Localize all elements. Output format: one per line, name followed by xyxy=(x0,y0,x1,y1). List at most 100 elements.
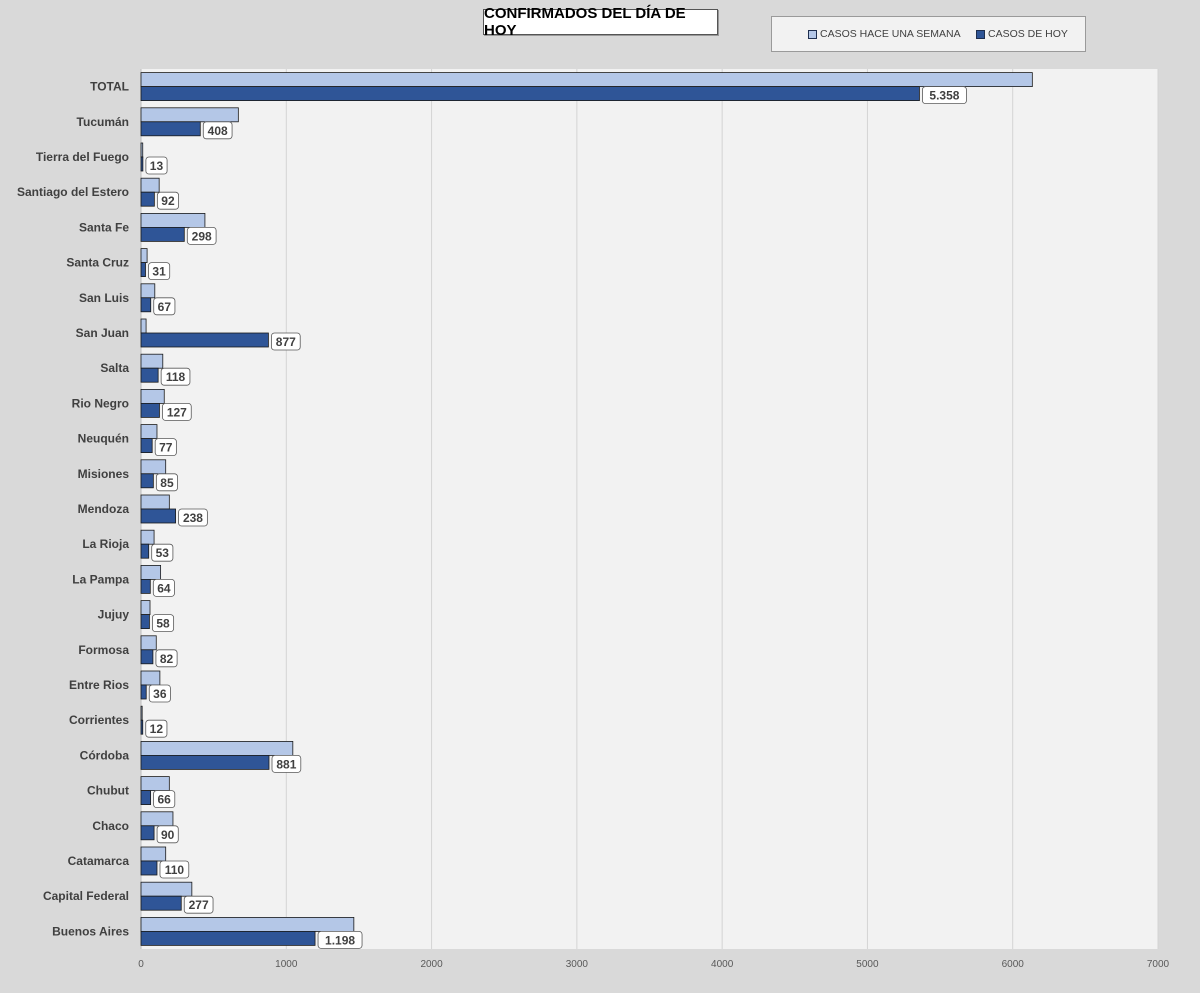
x-tick-label: 3000 xyxy=(566,959,589,970)
bar-today xyxy=(140,473,154,489)
bar-previous-week xyxy=(140,846,167,862)
bar-today xyxy=(140,508,176,524)
bar-previous-week xyxy=(140,741,294,756)
bar-previous-week xyxy=(140,494,170,510)
data-label: 298 xyxy=(192,229,212,243)
data-label-box xyxy=(317,931,363,949)
data-label-box xyxy=(152,614,175,632)
category-label: La Pampa xyxy=(72,572,129,586)
legend-swatch-previous-week xyxy=(808,29,817,39)
bar-previous-week xyxy=(140,705,143,721)
bar-previous-week xyxy=(140,177,160,193)
data-label-box xyxy=(183,895,214,914)
bar-today xyxy=(140,931,316,946)
category-label: Santa Fe xyxy=(79,220,129,234)
bar-previous-week xyxy=(140,388,165,404)
category-label: Tucumán xyxy=(77,115,129,129)
data-label: 110 xyxy=(165,863,185,877)
data-label: 82 xyxy=(160,652,174,666)
data-label-box xyxy=(148,684,171,703)
category-label: Chaco xyxy=(92,819,129,833)
bar-previous-week xyxy=(140,565,162,580)
bar-today xyxy=(140,825,155,841)
data-label: 53 xyxy=(156,546,170,560)
category-labels: TOTAL Tucumán Tierra del Fuego Santiago del… xyxy=(17,80,129,939)
legend-item-today: CASOS DE HOY xyxy=(976,27,1068,41)
bar-previous-week xyxy=(140,107,239,123)
bar-today xyxy=(140,579,151,594)
data-label-box xyxy=(271,332,301,351)
data-label: 77 xyxy=(159,441,173,455)
bar-today xyxy=(140,367,159,383)
bar-previous-week xyxy=(140,212,206,228)
data-label-box xyxy=(159,860,190,879)
category-label: Entre Rios xyxy=(69,678,129,692)
category-label: Capital Federal xyxy=(43,889,129,903)
x-tick-label: 7000 xyxy=(1147,959,1170,970)
bar-today xyxy=(140,226,185,242)
bars xyxy=(140,72,1033,946)
data-label: 67 xyxy=(158,300,172,314)
chart-legend: CASOS HACE UNA SEMANA CASOS DE HOY xyxy=(771,16,1086,52)
bar-today xyxy=(140,121,201,137)
bar-previous-week xyxy=(140,670,161,686)
data-label-box xyxy=(148,262,171,281)
data-label-box xyxy=(162,402,192,421)
bar-previous-week xyxy=(140,459,167,475)
bar-today xyxy=(140,332,269,348)
data-label-box xyxy=(922,86,967,104)
bar-previous-week xyxy=(140,776,170,791)
data-label-box xyxy=(156,825,179,844)
x-tick-labels: 0 1000 2000 3000 4000 5000 6000 7000 xyxy=(138,959,1169,970)
bar-previous-week xyxy=(140,353,164,369)
data-label-box xyxy=(145,156,168,175)
bar-today xyxy=(140,895,182,911)
legend-label-previous-week: CASOS HACE UNA SEMANA xyxy=(820,28,961,40)
bar-previous-week xyxy=(140,811,174,827)
data-label: 277 xyxy=(189,898,209,912)
bar-today xyxy=(140,790,151,805)
bar-today xyxy=(140,402,160,418)
bar-previous-week xyxy=(140,318,147,334)
data-label: 238 xyxy=(183,511,203,525)
category-label: Santa Cruz xyxy=(66,256,129,270)
data-label-box xyxy=(152,579,175,597)
chart-title: CONFIRMADOS DEL DÍA DE HOY xyxy=(483,5,718,39)
category-label: Salta xyxy=(100,361,129,375)
data-label: 1.198 xyxy=(325,933,355,947)
data-label: 5.358 xyxy=(929,89,959,103)
bar-today xyxy=(140,86,920,101)
category-label: Chubut xyxy=(87,784,129,798)
bar-previous-week xyxy=(140,600,151,615)
x-tick-label: 4000 xyxy=(711,959,734,970)
bar-today xyxy=(140,614,150,629)
data-label-box xyxy=(155,649,178,668)
data-label: 881 xyxy=(276,757,296,771)
category-label: Jujuy xyxy=(98,608,130,622)
data-label: 127 xyxy=(167,405,187,419)
category-label: Buenos Aires xyxy=(52,924,129,938)
bar-today xyxy=(140,684,147,700)
x-tick-label: 0 xyxy=(138,959,144,970)
bar-today xyxy=(140,438,153,454)
data-label: 92 xyxy=(161,194,175,208)
category-label: Neuquén xyxy=(78,432,129,446)
data-label: 66 xyxy=(158,793,172,807)
data-label-box xyxy=(186,226,217,245)
category-label: San Juan xyxy=(76,326,129,340)
bar-previous-week xyxy=(140,917,355,932)
data-label: 36 xyxy=(153,687,167,701)
data-label: 877 xyxy=(276,335,296,349)
bar-previous-week xyxy=(140,635,157,651)
data-label-box xyxy=(154,438,177,457)
legend-swatch-today xyxy=(976,29,985,39)
category-label: TOTAL xyxy=(90,80,129,94)
bar-previous-week xyxy=(140,424,158,440)
plot-area xyxy=(141,69,1158,949)
bar-today xyxy=(140,860,158,876)
category-label: Tierra del Fuego xyxy=(36,150,129,164)
bar-today xyxy=(140,297,152,313)
data-label-box xyxy=(151,543,174,562)
